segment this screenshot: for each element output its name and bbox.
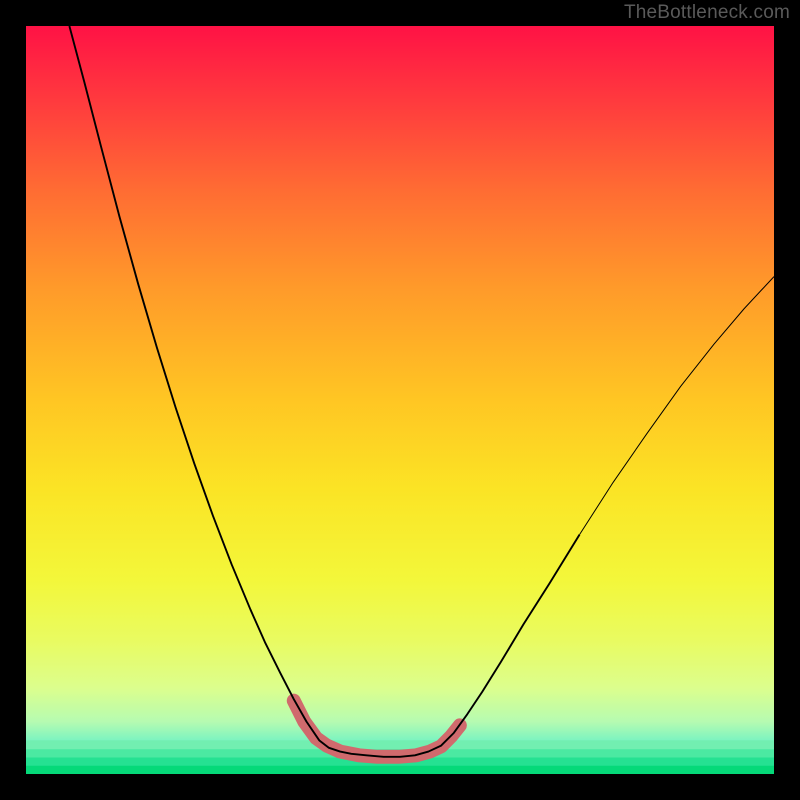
bottleneck-curve [69,26,579,757]
plot-area [26,26,774,774]
bottleneck-curve-tail [580,277,774,535]
curve-layer [26,26,774,774]
chart-frame: TheBottleneck.com [0,0,800,800]
watermark-text: TheBottleneck.com [624,2,790,24]
